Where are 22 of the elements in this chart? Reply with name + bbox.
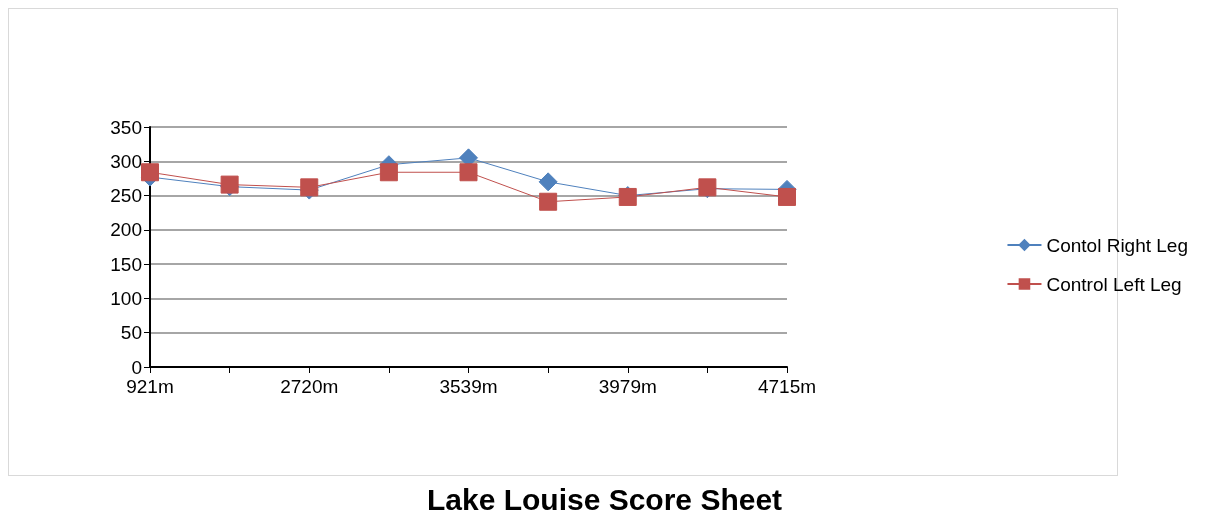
- y-tick-label: 250: [110, 185, 142, 207]
- x-tick-label: 2720m: [280, 376, 339, 397]
- y-tick-label: 0: [131, 356, 142, 378]
- x-tick-label: 4715m: [757, 376, 817, 397]
- legend-label: Control Left Leg: [1046, 273, 1182, 295]
- y-tick-label: 300: [110, 150, 142, 172]
- y-tick-label: 100: [110, 287, 142, 309]
- text: Lake Louise Score Sheet: [426, 482, 783, 516]
- point: [778, 187, 796, 206]
- point: [538, 172, 558, 192]
- x-tick-label: 3539m: [439, 376, 498, 397]
- y-tick-label: 150: [110, 253, 142, 275]
- legend-label: Contol Right Leg: [1046, 234, 1189, 256]
- y-tick-label: 350: [110, 116, 142, 138]
- y-tick-label: 200: [110, 219, 142, 241]
- y-tick-label: 50: [120, 322, 142, 344]
- point: [379, 163, 398, 182]
- x-tick-label: 921m: [126, 376, 174, 397]
- point: [539, 192, 558, 211]
- x-tick-label: 3979m: [598, 376, 657, 397]
- point: [141, 163, 159, 182]
- point: [459, 163, 478, 182]
